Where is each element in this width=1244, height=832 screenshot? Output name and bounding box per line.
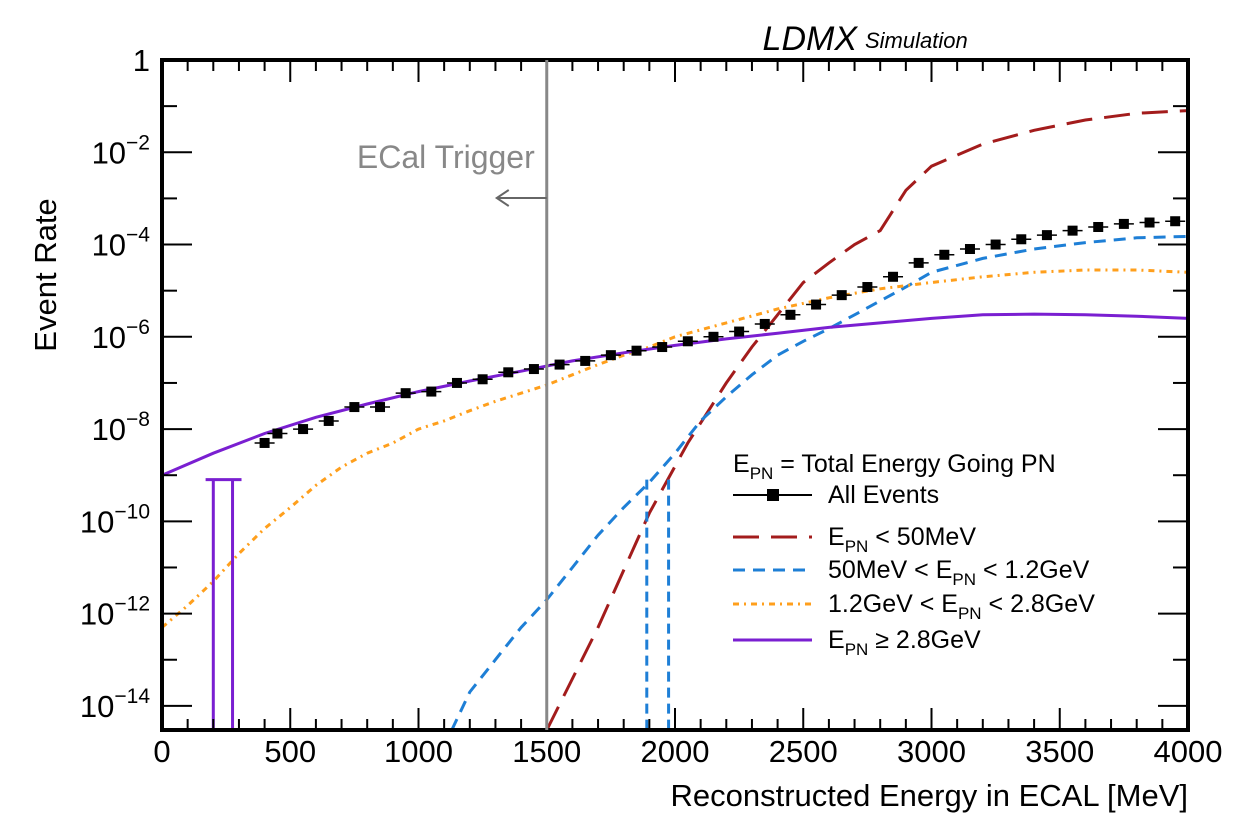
data-marker [964,244,975,255]
x-tick-label: 0 [153,734,170,769]
data-marker [1067,225,1078,236]
data-marker [298,424,309,435]
data-marker [811,299,822,310]
trigger-arrow-head [494,189,510,207]
data-marker [1041,230,1052,241]
data-marker [862,282,873,293]
experiment-label: LDMX [763,20,859,58]
legend-label: 50MeV < EPN < 1.2GeV [828,556,1090,589]
data-marker [426,386,437,397]
data-marker [349,402,360,413]
data-marker [708,331,719,342]
data-marker [759,318,770,329]
data-marker [323,415,334,426]
data-marker [375,402,386,413]
data-marker [580,355,591,366]
y-tick-label: 10−8 [92,408,150,447]
legend-label: All Events [828,481,939,509]
y-axis-title: Event Rate [28,198,63,351]
clipped-layer [162,109,1188,730]
legend-swatch-marker [767,489,779,501]
data-marker [528,364,539,375]
y-tick-label: 10−12 [80,593,150,632]
y-tick-label: 10−10 [80,500,150,539]
x-tick-label: 4000 [1154,734,1223,769]
y-tick-label: 10−14 [80,685,150,724]
data-marker [631,345,642,356]
series-line [450,234,1188,730]
y-tick-label: 10−2 [92,131,150,170]
data-marker [888,271,899,282]
data-marker [939,249,950,260]
legend-label: EPN ≥ 2.8GeV [828,626,981,659]
data-marker [1016,234,1027,245]
series-line [545,109,1188,730]
data-marker [1144,217,1155,228]
x-tick-label: 1500 [512,734,581,769]
data-marker [1093,221,1104,232]
x-tick-label: 2500 [769,734,838,769]
data-marker [400,388,411,399]
legend-label: EPN < 50MeV [828,523,976,556]
data-marker [734,326,745,337]
y-tick-label: 1 [133,43,150,78]
x-axis-title: Reconstructed Energy in ECAL [MeV] [671,778,1188,813]
x-tick-label: 3000 [897,734,966,769]
x-tick-label: 3500 [1025,734,1094,769]
data-marker [554,359,565,370]
legend-header: EPN = Total Energy Going PN [733,450,1056,483]
data-marker [913,257,924,268]
series-line [162,312,1188,477]
experiment-suffix: Simulation [865,28,968,53]
data-marker [259,437,270,448]
data-marker [451,377,462,388]
data-marker [990,239,1001,250]
plot-area: 0 500 1000 1500 2000 2500 3000 3500 4000 1 10−2 10−… [80,43,1223,769]
data-marker [503,367,514,378]
x-tick-label: 2000 [641,734,710,769]
plot-frame [160,58,1190,732]
data-marker [1118,218,1129,229]
data-marker [272,428,283,439]
legend-label: 1.2GeV < EPN < 2.8GeV [828,590,1095,623]
x-tick-label: 1000 [384,734,453,769]
trigger-label: ECal Trigger [357,139,535,175]
y-tick-label: 10−4 [92,224,151,263]
data-marker [785,309,796,320]
x-tick-label: 500 [264,734,316,769]
data-marker [836,290,847,301]
data-marker [605,350,616,361]
data-marker [1170,216,1181,227]
data-marker [657,342,668,353]
y-tick-label: 10−6 [92,316,150,355]
data-marker [477,374,488,385]
data-marker [682,336,693,347]
